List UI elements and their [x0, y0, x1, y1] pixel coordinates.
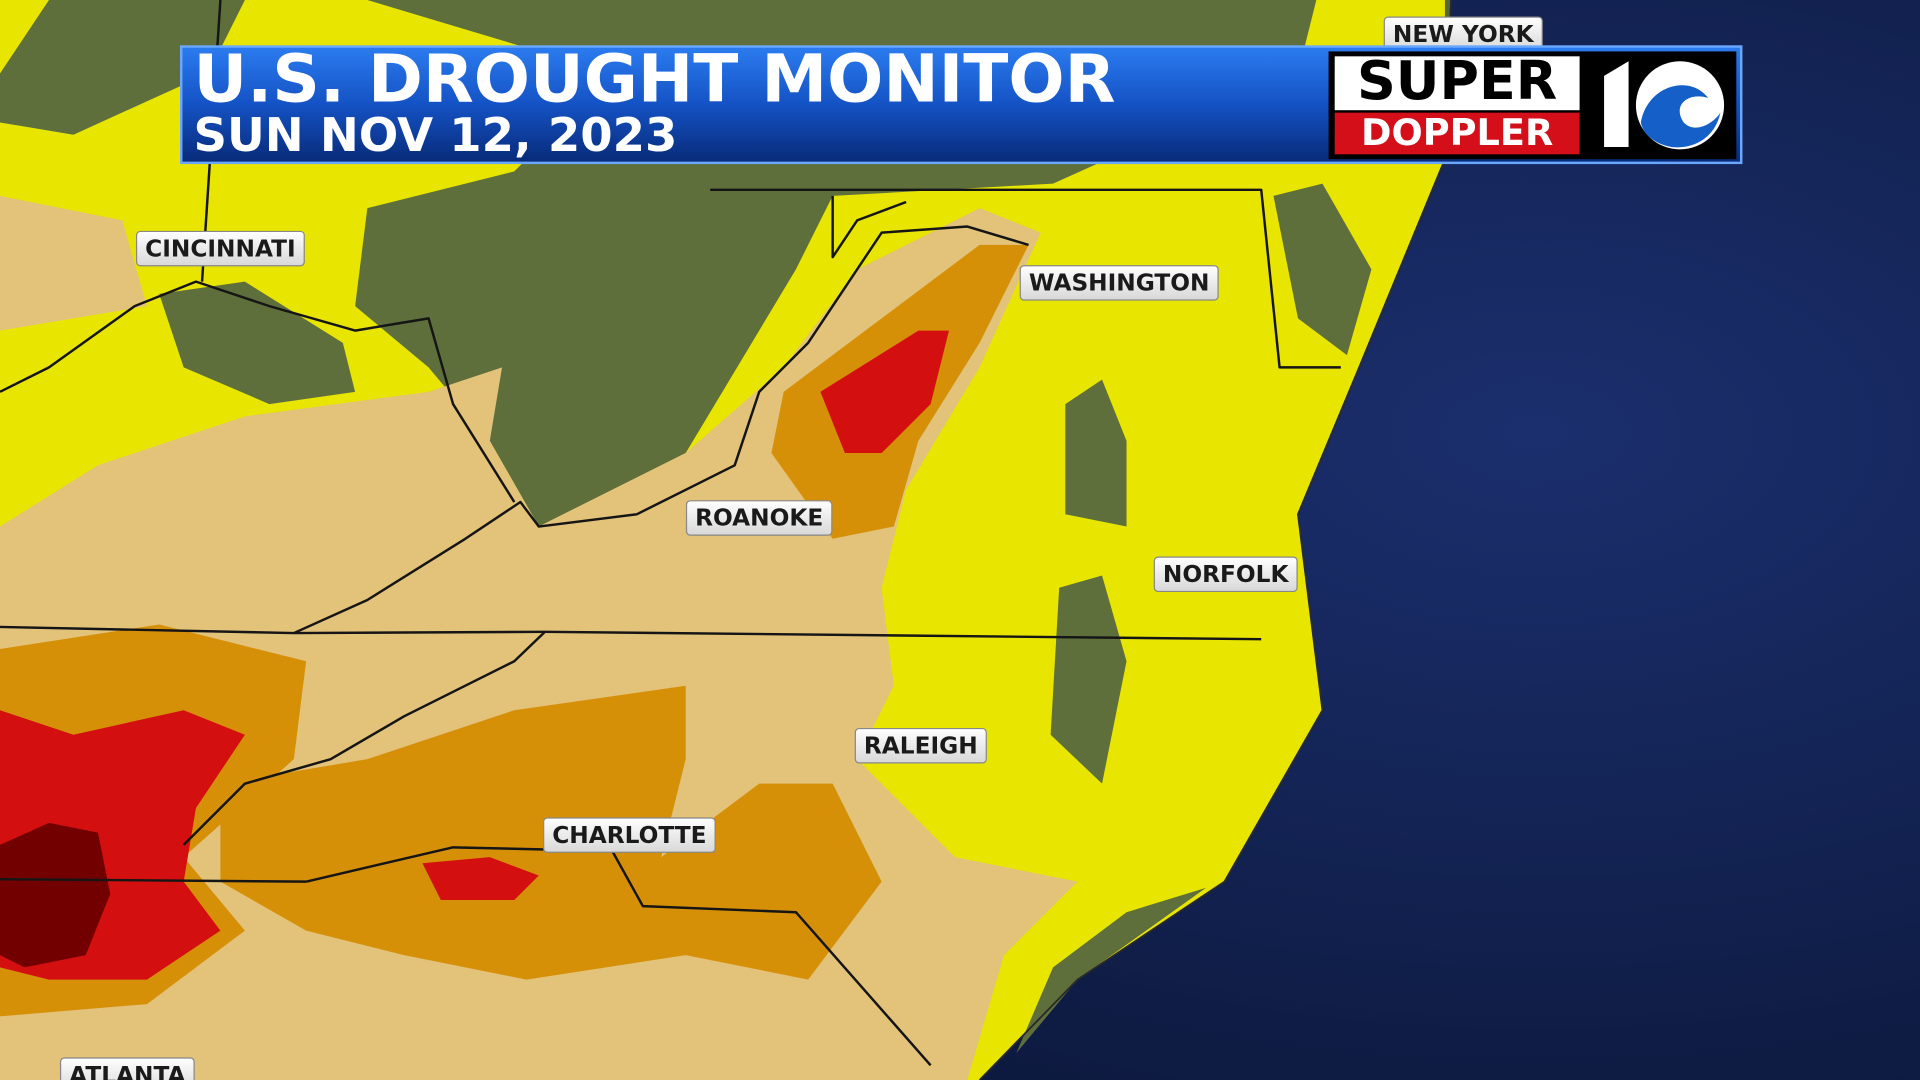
city-name: CHARLOTTE: [552, 822, 706, 849]
city-labels: NEW YORK CINCINNATI WASHINGTON ROANOKE NORFO…: [59, 16, 1543, 1080]
city-label: RALEIGH: [854, 727, 987, 764]
city-name: CINCINNATI: [145, 235, 296, 262]
city-name: RALEIGH: [864, 732, 978, 759]
city-name: ATLANTA: [69, 1062, 185, 1080]
city-label-box: [543, 817, 716, 853]
city-name: NEW YORK: [1393, 21, 1535, 48]
city-label: ROANOKE: [685, 500, 833, 536]
city-label: CINCINNATI: [135, 230, 305, 267]
city-label-box: [59, 1057, 195, 1080]
logo-wave: [1640, 85, 1721, 148]
city-label-box: [1019, 265, 1219, 301]
logo-doppler: DOPPLER: [1361, 111, 1553, 154]
city-label: ATLANTA: [59, 1057, 195, 1080]
city-label: NORFOLK: [1153, 556, 1298, 593]
city-name: WASHINGTON: [1029, 270, 1210, 297]
city-label-box: [685, 500, 833, 536]
city-name: NORFOLK: [1163, 561, 1290, 588]
logo-one: [1604, 61, 1629, 147]
date: SUN NOV 12, 2023: [193, 108, 677, 162]
logo-doppler-box: [1334, 112, 1580, 155]
logo-super-box: [1334, 56, 1580, 111]
state-borders: [0, 0, 1341, 1067]
city-label: WASHINGTON: [1019, 265, 1219, 301]
city-name: ROANOKE: [695, 505, 823, 532]
city-label-box: [135, 230, 305, 267]
title: U.S. DROUGHT MONITOR: [193, 40, 1115, 117]
city-label-box: [1153, 556, 1298, 593]
city-label-box: [854, 727, 987, 764]
drought-extreme: [0, 822, 111, 968]
city-label: CHARLOTTE: [543, 817, 716, 853]
logo: SUPER DOPPLER: [1328, 49, 1737, 160]
logo-super: SUPER: [1357, 49, 1557, 112]
city-label: NEW YORK: [1383, 16, 1543, 53]
coastline: [978, 0, 1452, 1080]
